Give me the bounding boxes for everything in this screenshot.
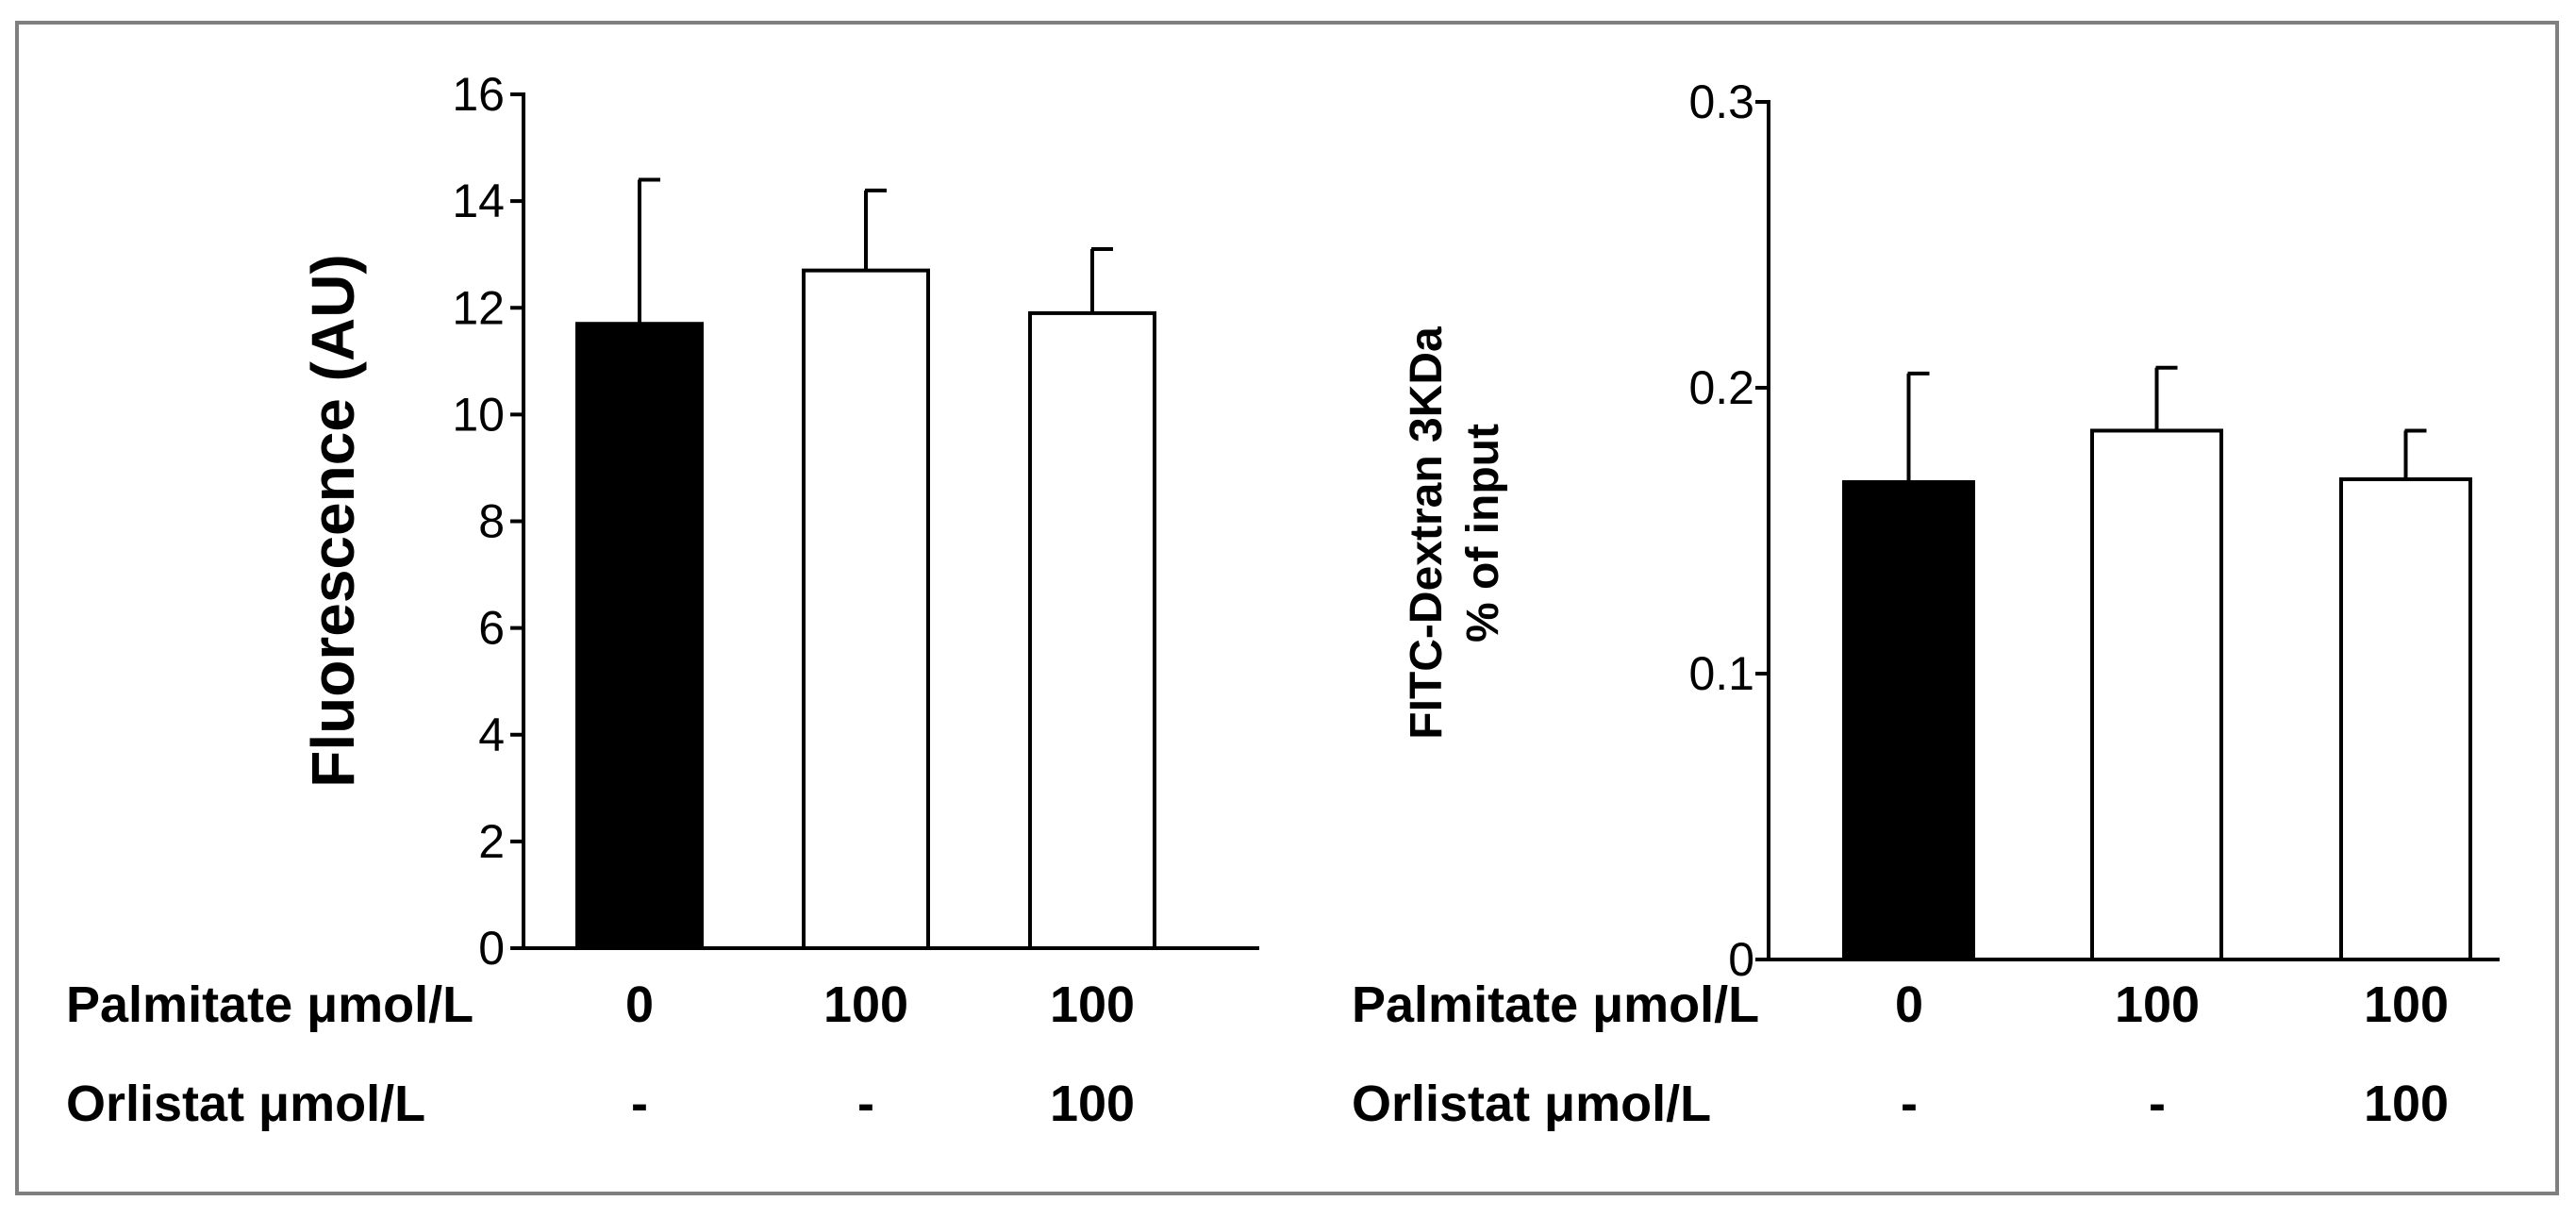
y-tick-label: 0 bbox=[1728, 933, 1754, 986]
y-tick-label: 8 bbox=[478, 495, 505, 548]
treatment-row-label: Palmitate μmol/L bbox=[1352, 976, 1759, 1033]
y-axis-label: Fluorescence (AU) bbox=[299, 254, 367, 787]
y-tick-label: 16 bbox=[452, 68, 505, 121]
y-axis-label-line: FITC-Dextran 3KDa bbox=[1402, 326, 1452, 740]
treatment-value: 100 bbox=[1050, 1076, 1135, 1132]
chart-2: 0 0.1 0.2 0.3 FITC-Dextran 3KDa% of input Pal… bbox=[1352, 75, 2500, 1132]
y-tick-label: 2 bbox=[478, 815, 505, 868]
bar bbox=[802, 268, 930, 950]
y-tick-label: 4 bbox=[478, 709, 505, 761]
y-tick-label: 6 bbox=[478, 602, 505, 655]
bar bbox=[2339, 476, 2472, 961]
treatment-value: 100 bbox=[823, 976, 908, 1033]
treatment-value: - bbox=[2149, 1076, 2166, 1132]
y-tick-label: 14 bbox=[452, 175, 505, 227]
bar bbox=[575, 322, 704, 950]
bar bbox=[1842, 479, 1975, 961]
y-tick-label: 0.2 bbox=[1688, 361, 1754, 414]
y-tick-label: 12 bbox=[452, 281, 505, 334]
treatment-value: 100 bbox=[2364, 1076, 2449, 1132]
treatment-row-label: Palmitate μmol/L bbox=[66, 976, 474, 1033]
y-axis-label: FITC-Dextran 3KDa% of input bbox=[1402, 326, 1508, 740]
y-tick-label: 0.3 bbox=[1688, 75, 1754, 128]
y-axis-label-line: Fluorescence (AU) bbox=[299, 254, 367, 787]
bar bbox=[2090, 428, 2223, 961]
treatment-value: 100 bbox=[1050, 976, 1135, 1033]
treatment-value: 100 bbox=[2364, 976, 2449, 1033]
treatment-value: 0 bbox=[1895, 976, 1923, 1033]
y-axis-label-line: % of input bbox=[1458, 424, 1508, 642]
y-tick-label: 10 bbox=[452, 388, 505, 441]
treatment-value: 0 bbox=[625, 976, 654, 1033]
chart-1: 0 2 4 6 8 10 12 14 16 Fluorescence (AU) Palmitate … bbox=[66, 68, 1259, 1132]
bar bbox=[1028, 310, 1156, 950]
y-tick-label: 0 bbox=[478, 922, 505, 975]
y-tick-label: 0.1 bbox=[1688, 647, 1754, 700]
treatment-row-label: Orlistat μmol/L bbox=[1352, 1076, 1711, 1132]
treatment-value: 100 bbox=[2115, 976, 2200, 1033]
treatment-value: - bbox=[631, 1076, 648, 1132]
treatment-value: - bbox=[1901, 1076, 1918, 1132]
treatment-value: - bbox=[857, 1076, 874, 1132]
treatment-row-label: Orlistat μmol/L bbox=[66, 1076, 425, 1132]
